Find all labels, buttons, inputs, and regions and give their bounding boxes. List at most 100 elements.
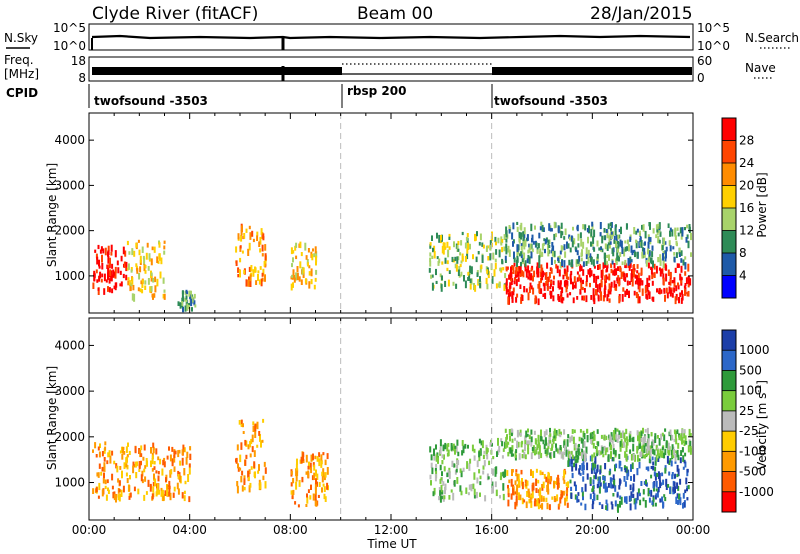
data-cell — [261, 277, 264, 282]
data-cell — [245, 454, 248, 460]
data-region — [290, 451, 329, 508]
data-cell — [155, 491, 158, 497]
data-cell — [590, 467, 593, 474]
data-cell — [525, 480, 528, 487]
data-cell — [517, 479, 520, 486]
data-cell — [603, 235, 606, 240]
data-cell — [254, 430, 257, 438]
data-cell — [238, 420, 241, 425]
data-cell — [98, 275, 101, 282]
data-cell — [178, 449, 181, 454]
data-cell — [292, 250, 295, 254]
data-cell — [156, 483, 159, 491]
data-cell — [492, 456, 495, 460]
data-cell — [248, 469, 251, 475]
data-cell — [550, 280, 553, 284]
data-region — [290, 241, 318, 291]
data-cell — [463, 275, 465, 282]
nave-tick-top: 60 — [697, 54, 712, 68]
data-cell — [658, 239, 661, 244]
data-cell — [571, 429, 574, 434]
data-cell — [252, 421, 255, 425]
data-cell — [586, 435, 589, 443]
data-cell — [466, 253, 469, 260]
data-cell — [524, 435, 527, 441]
data-cell — [664, 448, 667, 456]
data-cell — [669, 486, 672, 494]
data-cell — [617, 266, 619, 271]
data-cell — [179, 479, 182, 483]
data-cell — [441, 275, 443, 281]
data-cell — [565, 449, 568, 457]
data-cell — [444, 486, 446, 495]
data-cell — [678, 247, 681, 252]
data-cell — [256, 444, 259, 448]
data-cell — [492, 468, 494, 476]
data-cell — [674, 296, 677, 305]
data-cell — [518, 239, 521, 244]
station-title: Clyde River (fitACF) — [92, 4, 258, 24]
data-cell — [582, 279, 584, 285]
data-cell — [608, 439, 611, 447]
data-cell — [610, 268, 613, 274]
data-cell — [107, 272, 109, 280]
data-cell — [507, 499, 510, 507]
data-cell — [510, 278, 513, 285]
data-cell — [505, 230, 508, 238]
data-cell — [674, 431, 677, 439]
data-cell — [553, 233, 556, 241]
data-cell — [578, 274, 581, 282]
data-cell — [521, 449, 524, 453]
data-cell — [574, 246, 577, 250]
data-cell — [140, 460, 142, 466]
data-cell — [179, 460, 182, 466]
data-cell — [452, 281, 455, 286]
data-cell — [549, 225, 552, 231]
data-cell — [151, 458, 154, 465]
data-cell — [108, 264, 111, 269]
data-cell — [510, 266, 512, 273]
data-cell — [538, 232, 541, 239]
data-cell — [619, 461, 622, 466]
data-cell — [582, 224, 585, 230]
data-cell — [569, 436, 572, 443]
data-cell — [93, 273, 96, 282]
data-cell — [634, 502, 637, 510]
data-cell — [596, 464, 599, 472]
data-cell — [656, 473, 659, 477]
data-cell — [100, 278, 103, 283]
data-cell — [654, 472, 657, 481]
data-cell — [186, 451, 189, 459]
data-cell — [627, 258, 630, 266]
data-cell — [460, 470, 463, 478]
data-cell — [103, 288, 106, 295]
data-cell — [104, 485, 107, 490]
data-cell — [441, 454, 444, 459]
data-cell — [545, 239, 548, 243]
data-cell — [252, 238, 255, 243]
data-cell — [600, 270, 603, 278]
data-cell — [460, 490, 463, 496]
data-cell — [466, 461, 469, 469]
data-cell — [459, 468, 462, 473]
data-cell — [155, 470, 158, 474]
data-cell — [510, 493, 513, 500]
data-cell — [675, 252, 678, 258]
data-cell — [690, 232, 692, 241]
data-cell — [529, 497, 532, 503]
data-cell — [540, 264, 543, 272]
data-cell — [668, 240, 671, 246]
data-region — [177, 289, 197, 313]
data-cell — [548, 436, 551, 444]
data-cell — [557, 257, 560, 261]
colorbar-swatch — [722, 431, 736, 452]
data-cell — [193, 300, 196, 306]
nave-label: Nave — [745, 61, 776, 75]
data-cell — [326, 467, 329, 475]
colorbar-tick-label: 25 — [739, 404, 754, 418]
data-cell — [249, 453, 252, 458]
data-cell — [290, 247, 293, 255]
data-cell — [431, 274, 434, 278]
data-cell — [676, 482, 679, 489]
data-cell — [300, 252, 303, 257]
